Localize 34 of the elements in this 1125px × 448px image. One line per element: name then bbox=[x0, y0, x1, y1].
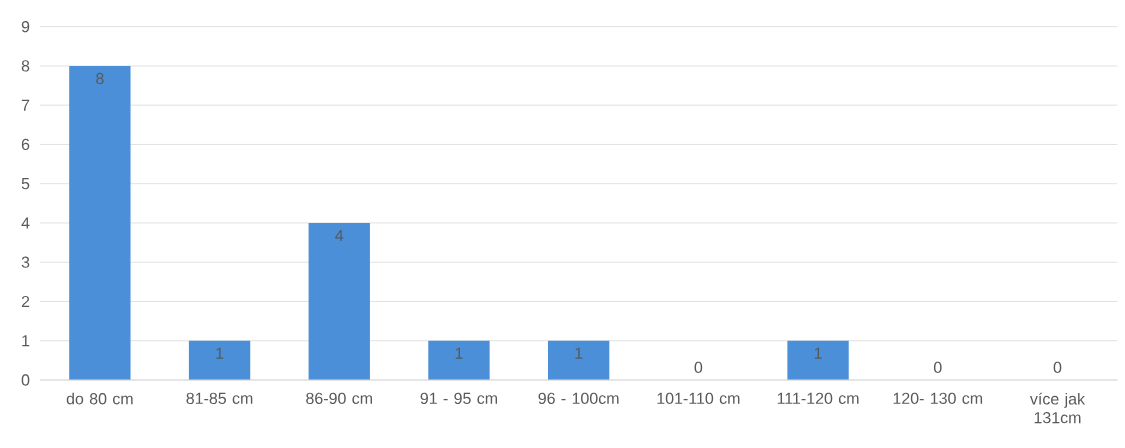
data-label: 1 bbox=[455, 347, 463, 359]
x-tick-label: 86-90 cm bbox=[306, 392, 372, 405]
x-tick-label: více jak 131cm bbox=[1029, 392, 1086, 424]
x-tick-label: 120- 130 cm bbox=[893, 392, 983, 405]
data-label: 8 bbox=[96, 72, 104, 85]
data-label: 0 bbox=[694, 361, 703, 374]
bar bbox=[188, 340, 251, 380]
y-tick-label: 6 bbox=[21, 138, 30, 151]
y-tick-label: 2 bbox=[21, 295, 30, 308]
data-label: 1 bbox=[575, 347, 583, 359]
x-tick-label: 101-110 cm bbox=[657, 392, 740, 405]
data-label: 1 bbox=[814, 347, 822, 359]
x-tick-label: do 80 cm bbox=[66, 392, 133, 405]
y-tick-label: 1 bbox=[22, 335, 30, 347]
bar bbox=[428, 340, 490, 380]
y-tick-label: 5 bbox=[21, 178, 30, 190]
data-label: 4 bbox=[335, 229, 344, 241]
y-tick-label: 9 bbox=[21, 21, 30, 33]
y-tick-label: 7 bbox=[21, 99, 30, 111]
x-tick-label: 96 - 100cm bbox=[538, 392, 619, 405]
bar bbox=[787, 340, 849, 380]
bar bbox=[548, 340, 610, 380]
bar bbox=[69, 65, 131, 380]
x-tick-label: 81-85 cm bbox=[186, 392, 253, 405]
y-tick-label: 3 bbox=[21, 256, 30, 268]
x-tick-label: 111-120 cm bbox=[777, 392, 859, 405]
bar bbox=[308, 222, 370, 380]
y-tick-label: 8 bbox=[21, 60, 30, 72]
y-tick-label: 0 bbox=[21, 374, 30, 386]
data-label: 1 bbox=[216, 347, 224, 359]
y-tick-label: 4 bbox=[21, 217, 30, 229]
data-label: 0 bbox=[933, 361, 942, 374]
data-label: 0 bbox=[1053, 361, 1062, 374]
x-tick-label: 91 - 95 cm bbox=[420, 392, 498, 405]
